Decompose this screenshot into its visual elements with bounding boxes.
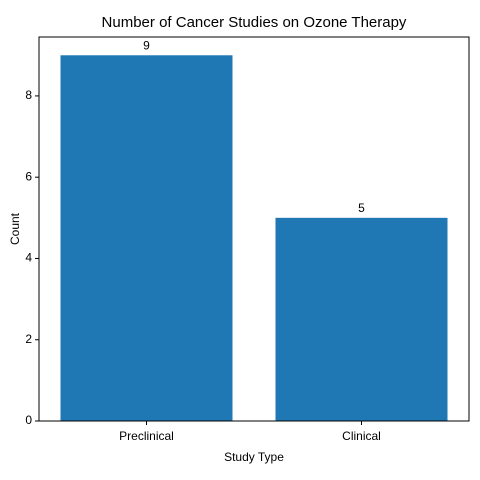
chart-title: Number of Cancer Studies on Ozone Therap…	[102, 14, 407, 31]
y-tick-label: 8	[25, 88, 32, 102]
data-label: 9	[143, 38, 150, 52]
y-tick-label: 4	[25, 251, 32, 265]
y-tick-label: 0	[25, 413, 32, 427]
x-tick-label: Clinical	[342, 429, 381, 443]
bar	[60, 55, 233, 422]
plot-frame	[38, 36, 470, 422]
y-tick-label: 2	[25, 332, 32, 346]
y-tick-label: 6	[25, 169, 32, 183]
bar	[275, 217, 448, 421]
y-axis-label: Count	[8, 212, 22, 245]
x-axis-label: Study Type	[224, 450, 284, 464]
x-tick-label: Preclinical	[119, 429, 174, 443]
data-label: 5	[358, 201, 365, 215]
